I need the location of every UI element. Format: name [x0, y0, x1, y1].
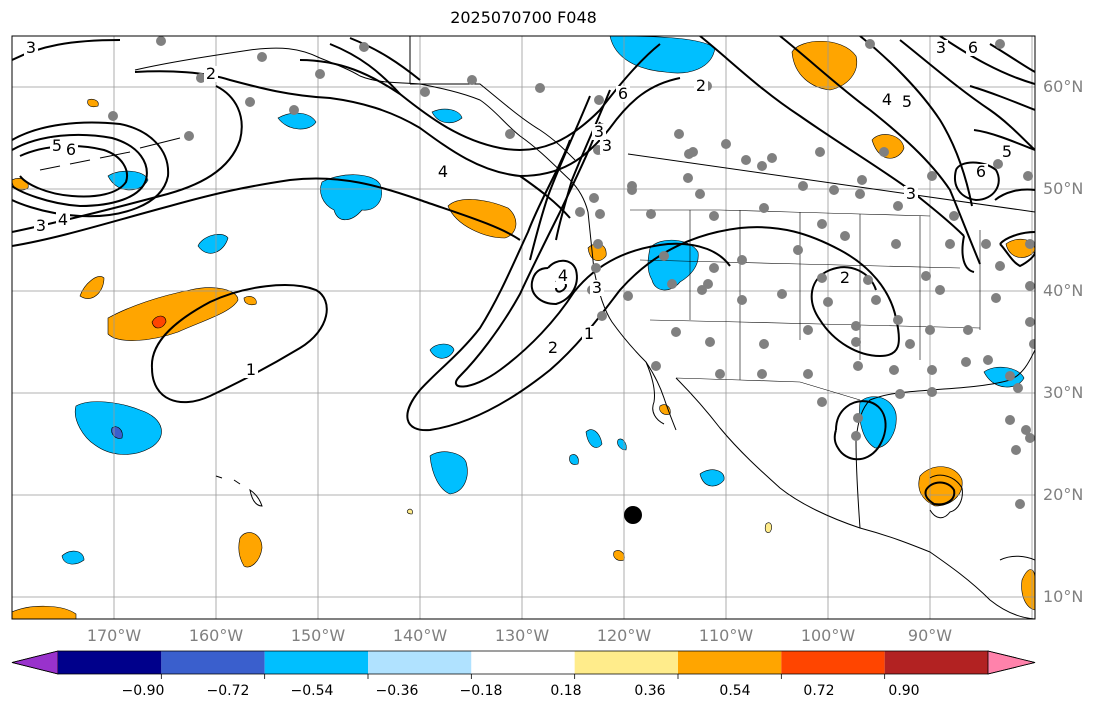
positive-red-patch — [151, 315, 167, 329]
colorbar-segment — [884, 651, 988, 674]
contour-label: 2 — [548, 338, 558, 357]
contour-label: 6 — [968, 38, 978, 57]
negative-patch — [429, 451, 468, 495]
longitude-label: 110°W — [698, 626, 754, 645]
negative-patch — [197, 234, 229, 254]
state-borders — [630, 209, 981, 401]
longitude-label: 160°W — [188, 626, 244, 645]
contour-label: 5 — [52, 136, 62, 155]
colorbar-segment — [161, 651, 265, 674]
positive-patch — [243, 296, 257, 306]
negative-patch — [61, 550, 85, 565]
latitude-label: 20°N — [1043, 485, 1084, 504]
negative-patch — [431, 108, 463, 124]
contour-label: 4 — [882, 90, 892, 109]
negative-patch — [609, 36, 716, 74]
colorbar-outline — [11, 650, 1036, 675]
colorbar-segment — [574, 651, 678, 674]
colorbar-tick-label: 0.54 — [719, 683, 751, 699]
colorbar-tick-label: −0.54 — [290, 683, 334, 699]
contour-label: 3 — [602, 136, 612, 155]
contour-label: 3 — [36, 216, 46, 235]
positive-patch — [87, 98, 99, 108]
colorbar-segment — [58, 651, 162, 674]
longitude-label: 120°W — [596, 626, 652, 645]
longitude-label: 130°W — [494, 626, 550, 645]
contour-label: 3 — [26, 38, 36, 57]
contour-label: 3 — [906, 184, 916, 203]
contour-label: 4 — [58, 210, 68, 229]
contour-label: 2 — [206, 64, 216, 83]
colorbar-tick-label: 0.90 — [888, 683, 920, 699]
colorbar-tick-label: −0.36 — [375, 683, 419, 699]
positive-yellow-patch — [406, 508, 413, 515]
latitude-label: 40°N — [1043, 281, 1084, 300]
colorbar-segment — [781, 651, 885, 674]
plot-frame — [11, 35, 1036, 620]
latitude-label: 50°N — [1043, 179, 1084, 198]
longitude-label: 170°W — [86, 626, 142, 645]
colorbar-segment — [264, 651, 368, 674]
negative-patch — [320, 174, 382, 221]
longitude-label: 150°W — [290, 626, 346, 645]
anomaly-fills — [12, 36, 1035, 619]
positive-patch — [12, 605, 77, 619]
positive-patch — [79, 276, 105, 299]
colorbar-tick-label: 0.36 — [634, 683, 666, 699]
colorbar-tick-label: −0.72 — [206, 683, 250, 699]
negative-patch — [859, 396, 897, 449]
contour-label: 6 — [976, 162, 986, 181]
contour-label: 3 — [594, 122, 604, 141]
colorbar-tick-label: −0.18 — [459, 683, 503, 699]
colorbar-segment — [368, 651, 472, 674]
positive-patch — [107, 287, 239, 341]
contour-label: 3 — [936, 38, 946, 57]
contour-label: 4 — [438, 162, 448, 181]
contour-label: 1 — [584, 324, 594, 343]
contour-label: 6 — [618, 84, 628, 103]
colorbar-extend-max — [987, 650, 1036, 675]
colorbar-tick-label: 0.72 — [803, 683, 835, 699]
latitude-label: 10°N — [1043, 587, 1084, 606]
contour-labels: 3 2 6 5 6 3 4 4 6 3 2 3 4 5 — [24, 38, 1014, 379]
negative-patch — [585, 429, 603, 448]
colorbar — [11, 650, 1036, 679]
negative-patch — [569, 454, 579, 465]
contour-label: 1 — [246, 360, 256, 379]
negative-patch — [699, 469, 725, 487]
map-title: 2025070700 F048 — [450, 8, 597, 27]
contour-label: 2 — [696, 76, 706, 95]
negative-patch — [983, 366, 1025, 388]
longitude-label: 90°W — [907, 626, 953, 645]
storm-center-marker — [624, 506, 642, 524]
latitude-label: 60°N — [1043, 77, 1084, 96]
longitude-label: 140°W — [392, 626, 448, 645]
longitude-label: 100°W — [800, 626, 856, 645]
colorbar-segment — [471, 651, 575, 674]
contour-label: 5 — [902, 92, 912, 111]
latitude-label: 30°N — [1043, 383, 1084, 402]
contour-label: 2 — [840, 268, 850, 287]
contour-label: 5 — [1002, 142, 1012, 161]
contour-label: 6 — [66, 140, 76, 159]
contour-label: 3 — [592, 278, 602, 297]
negative-patch — [429, 343, 455, 359]
colorbar-extend-min — [11, 650, 59, 675]
positive-yellow-patch — [764, 522, 772, 533]
contour-label: 4 — [558, 266, 568, 285]
colorbar-segment — [678, 651, 782, 674]
positive-patch — [791, 40, 858, 91]
positive-patch — [238, 532, 263, 568]
contours — [12, 36, 1035, 506]
colorbar-tick-label: 0.18 — [550, 683, 582, 699]
colorbar-tick-label: −0.90 — [121, 683, 165, 699]
